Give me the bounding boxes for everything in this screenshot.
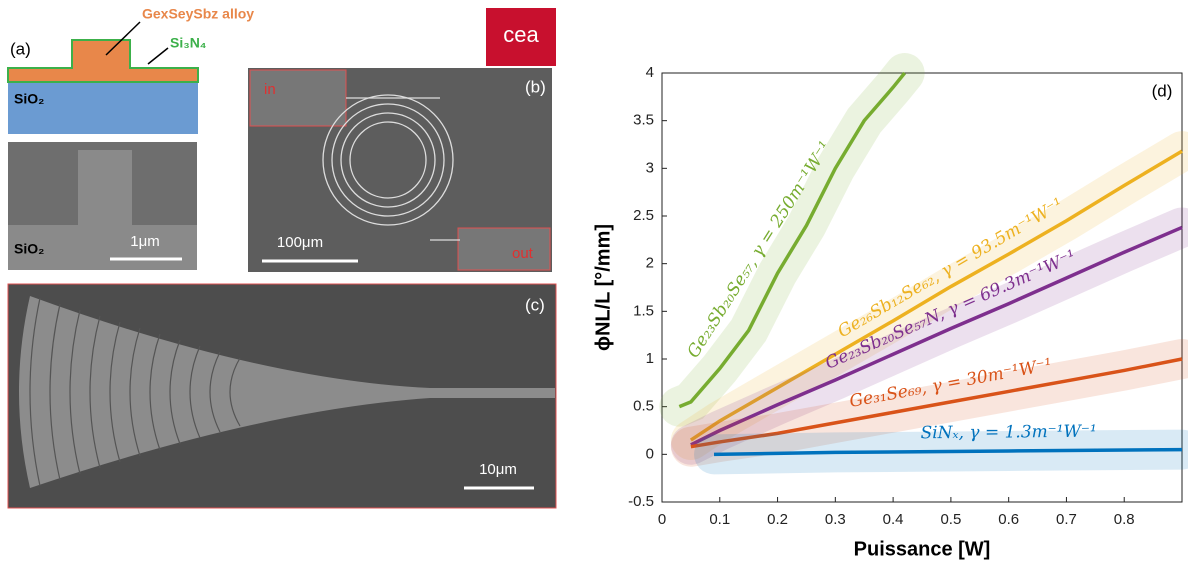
series-label: SiNₓ, γ = 1.3m⁻¹W⁻¹ xyxy=(920,422,1096,443)
y-tick-label: 3.5 xyxy=(633,112,654,129)
x-tick-label: 0.1 xyxy=(709,511,730,528)
grating-lines xyxy=(29,297,241,487)
series-line xyxy=(678,71,907,409)
input-label: in xyxy=(264,81,276,98)
x-tick-label: 0.3 xyxy=(825,511,846,528)
grating-coupler xyxy=(19,296,555,488)
x-tick-label: 0.7 xyxy=(1056,511,1077,528)
series-line xyxy=(690,225,1183,447)
y-tick-label: 3 xyxy=(646,159,654,176)
panel-label: (d) xyxy=(1152,81,1173,100)
substrate-label: SiO₂ xyxy=(14,91,44,107)
y-tick-label: 4 xyxy=(646,64,654,81)
y-axis-label: ϕNL/L [°/mm] xyxy=(592,224,614,351)
cladding-label: Si₃N₄ xyxy=(170,35,206,51)
x-tick-label: 0.4 xyxy=(883,511,904,528)
series-line xyxy=(713,447,1183,457)
alloy-label: GexSeySbz alloy xyxy=(142,6,254,22)
y-tick-label: 2 xyxy=(646,255,654,272)
arrow xyxy=(105,21,141,56)
x-tick-label: 0.2 xyxy=(767,511,788,528)
y-tick-label: 2.5 xyxy=(633,207,654,224)
series-line xyxy=(689,149,1183,442)
logo-text: cea xyxy=(503,22,539,47)
inset xyxy=(249,69,347,127)
substrate-label: SiO₂ xyxy=(14,241,44,257)
scale-label: 1μm xyxy=(130,233,159,250)
x-tick-label: 0.5 xyxy=(940,511,961,528)
spiral xyxy=(322,94,460,241)
panel-label: (c) xyxy=(525,295,545,314)
substrate-layer xyxy=(8,82,198,134)
panel-label: (a) xyxy=(10,39,31,58)
plot-area xyxy=(661,72,1183,503)
y-tick-label: 0.5 xyxy=(633,398,654,415)
series-line xyxy=(690,357,1183,449)
x-tick-label: 0.6 xyxy=(998,511,1019,528)
y-tick-label: 1.5 xyxy=(633,302,654,319)
logo xyxy=(486,8,556,66)
panel-label: (b) xyxy=(525,77,546,96)
sem-waveguide xyxy=(8,150,197,270)
chart: -0.500.511.522.533.540 0.1 0.2 0.3 0.4 0.5 0.6… xyxy=(592,53,1188,560)
y-tick-label: 1 xyxy=(646,350,654,367)
scale-label: 100μm xyxy=(277,234,323,251)
alloy-layer xyxy=(7,39,199,83)
x-tick-label: 0.8 xyxy=(1114,511,1135,528)
x-axis-label: Puissance [W] xyxy=(854,538,991,560)
output-label: out xyxy=(512,245,534,262)
y-tick-label: 0 xyxy=(646,445,654,462)
scale-label: 10μm xyxy=(479,461,517,478)
arrow xyxy=(147,47,169,65)
inset xyxy=(457,227,551,271)
x-tick-label: 0 xyxy=(658,511,666,528)
y-tick-label: -0.5 xyxy=(628,493,654,510)
